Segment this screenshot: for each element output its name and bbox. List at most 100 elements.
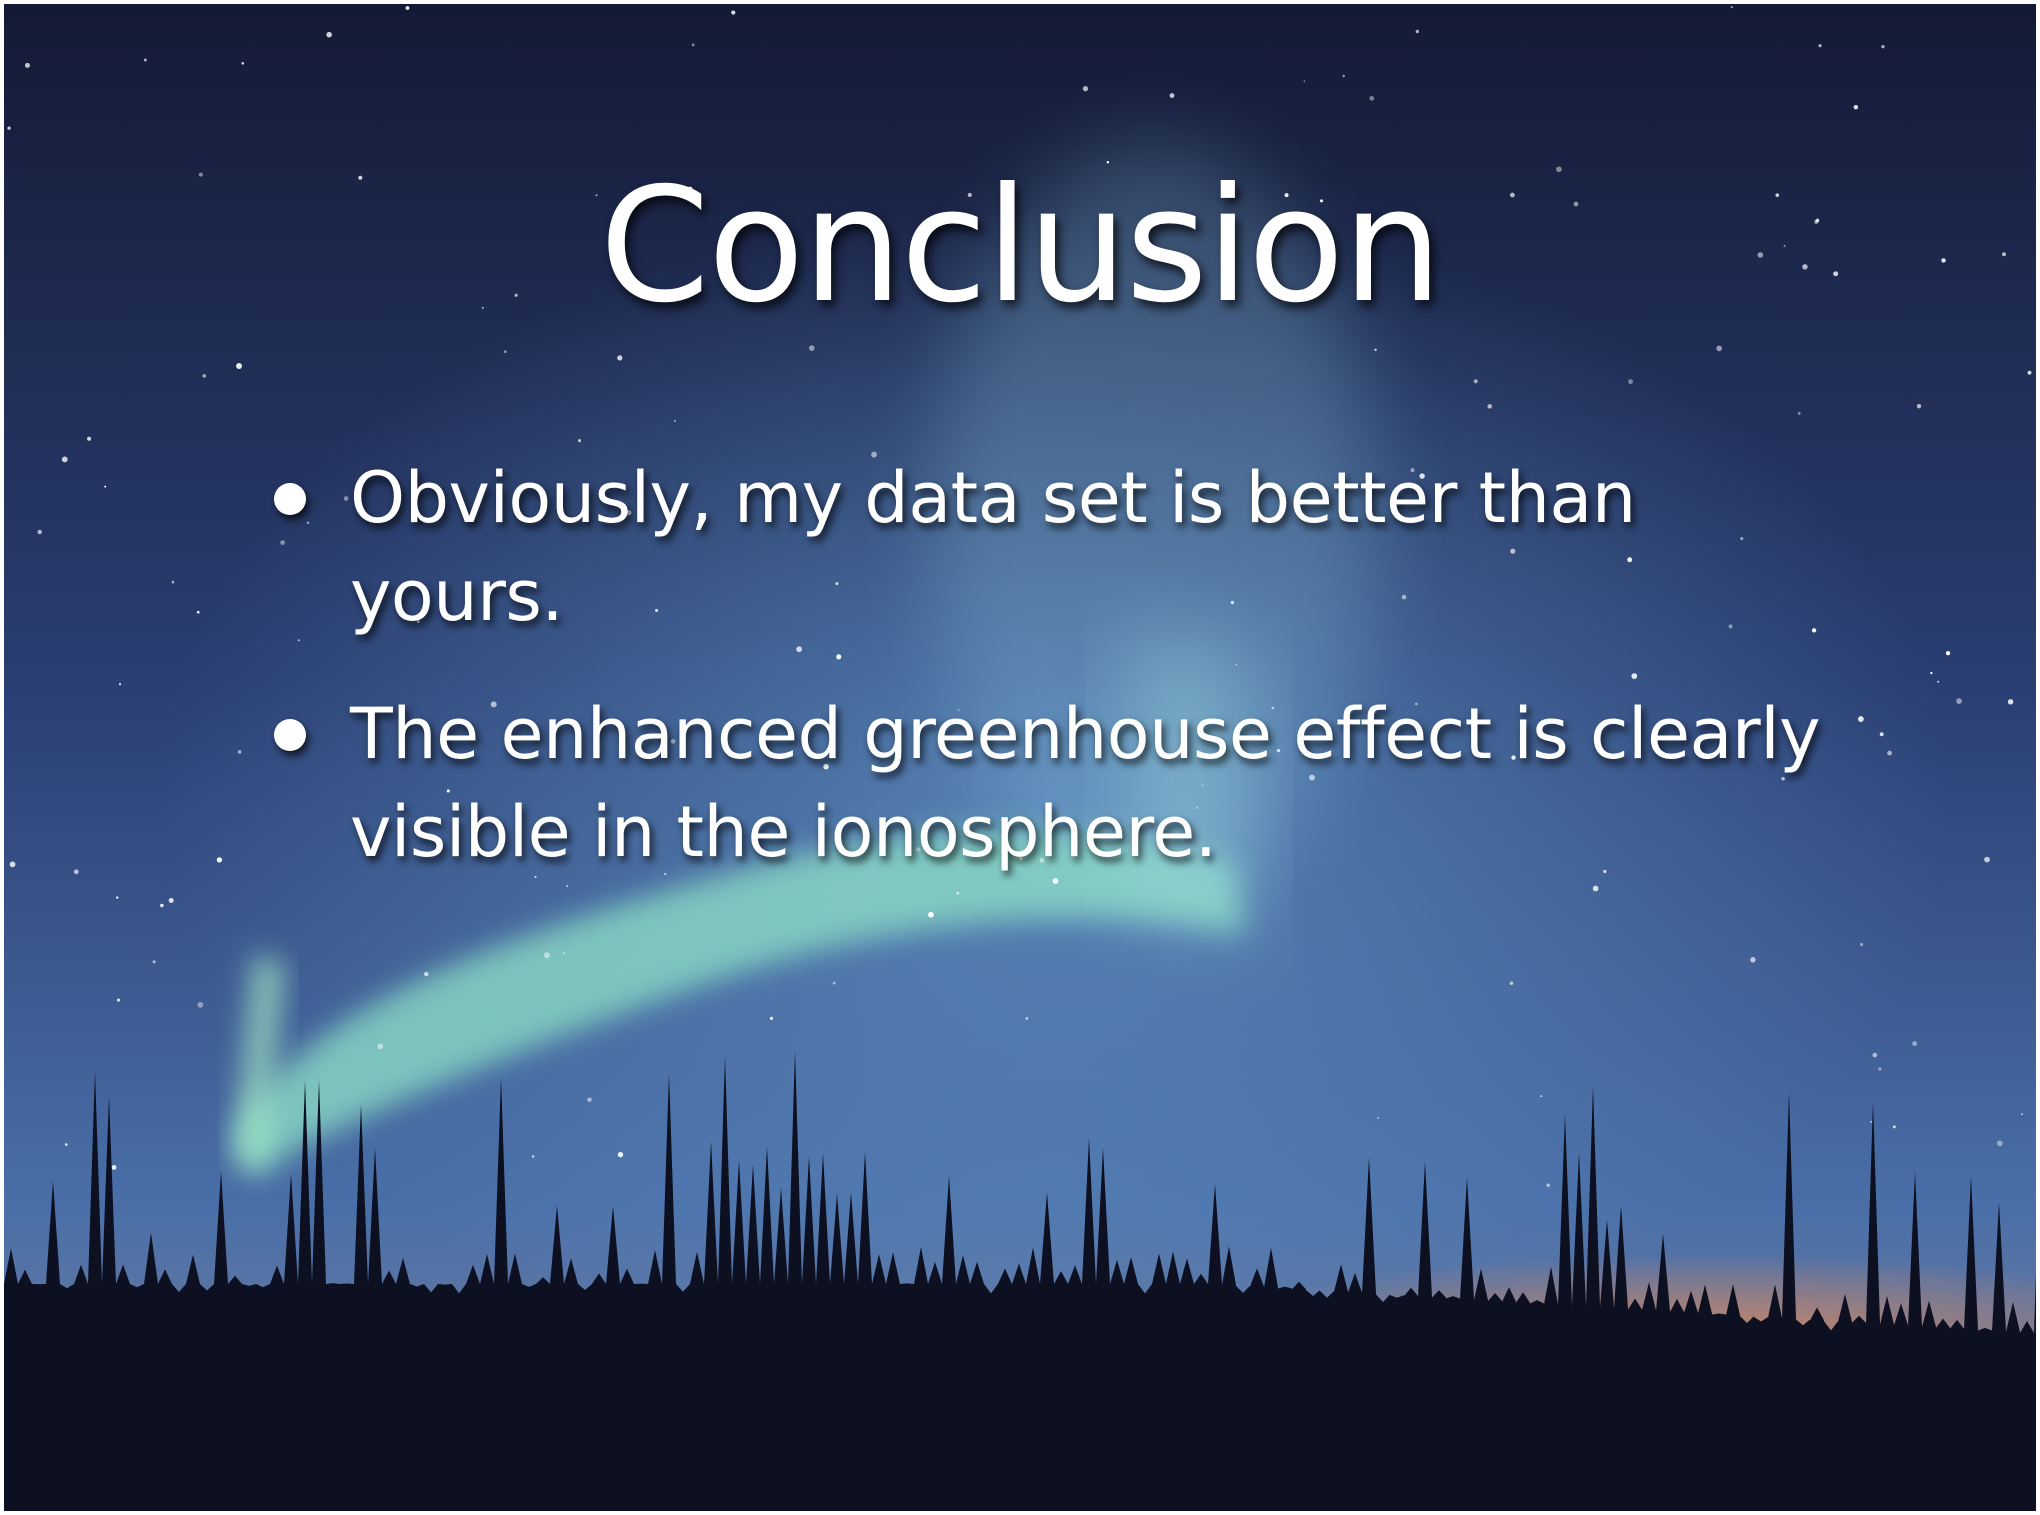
star (1730, 6, 1733, 9)
slide: Conclusion Obviously, my data set is bet… (4, 4, 2036, 1511)
star (1740, 537, 1744, 541)
star (1556, 166, 1562, 173)
star (1627, 557, 1633, 563)
bullet-dot (274, 483, 306, 515)
star (823, 763, 829, 770)
star (928, 911, 934, 918)
star (687, 186, 693, 192)
star (405, 6, 410, 10)
star (24, 62, 30, 68)
star (1892, 1125, 1896, 1129)
star (1750, 957, 1756, 963)
star (1857, 716, 1864, 722)
star (534, 875, 537, 878)
star (1374, 348, 1377, 352)
star (1419, 473, 1425, 479)
star (1775, 193, 1780, 197)
star (1941, 258, 1946, 263)
star (1540, 1095, 1543, 1098)
star (617, 355, 623, 361)
star (64, 1143, 68, 1146)
star (1783, 244, 1786, 247)
star (446, 789, 450, 793)
star (61, 456, 68, 463)
star (1916, 403, 1922, 409)
star (116, 998, 121, 1002)
star (967, 192, 972, 198)
star (237, 750, 242, 754)
star (2002, 252, 2006, 257)
star (1716, 345, 1722, 352)
bullet-text: The enhanced greenhouse effect is clearl… (350, 693, 1821, 873)
star (1818, 44, 1822, 48)
star (617, 1151, 624, 1158)
star (143, 58, 147, 62)
star (104, 485, 107, 488)
star (152, 960, 156, 964)
bullet-item: The enhanced greenhouse effect is clearl… (274, 685, 1830, 881)
star (118, 683, 122, 686)
bullet-text: Obviously, my data set is better than yo… (350, 457, 1636, 637)
star (1169, 93, 1175, 98)
star (1235, 663, 1238, 666)
star (1025, 1017, 1029, 1021)
star (1510, 548, 1516, 554)
star (1272, 482, 1276, 485)
star (664, 872, 667, 876)
star (1930, 671, 1933, 675)
star (1201, 784, 1204, 787)
star (196, 610, 200, 614)
star (1797, 411, 1801, 415)
star (111, 1165, 117, 1170)
star (503, 350, 507, 353)
star (743, 515, 747, 520)
star (566, 885, 569, 888)
star (198, 172, 203, 177)
star (1872, 1052, 1878, 1058)
star (1879, 732, 1884, 737)
bullet-item: Obviously, my data set is better than yo… (274, 449, 1830, 645)
star (1815, 218, 1820, 223)
star (1082, 85, 1089, 92)
star (1309, 774, 1315, 781)
star (531, 1155, 535, 1158)
star (1511, 755, 1516, 760)
star (1369, 96, 1375, 101)
star (202, 374, 207, 378)
star (691, 43, 695, 47)
star (1106, 160, 1110, 164)
star (957, 708, 960, 711)
star (731, 10, 736, 15)
star (1853, 104, 1859, 110)
star (1342, 74, 1345, 77)
star (326, 31, 332, 38)
star (171, 580, 175, 584)
star (1230, 600, 1235, 605)
star (673, 503, 676, 506)
background-photo (4, 4, 2036, 1511)
star (358, 175, 363, 180)
star (481, 306, 484, 309)
star (424, 971, 429, 977)
star (514, 293, 518, 297)
star (1319, 199, 1324, 203)
star (2021, 1113, 2023, 1116)
star (160, 903, 164, 908)
slide-title: Conclusion (599, 154, 1442, 338)
star (1414, 702, 1418, 706)
star (655, 608, 659, 612)
star (1811, 628, 1817, 633)
star (660, 727, 663, 730)
star (37, 529, 42, 535)
star (1415, 29, 1420, 34)
star (2007, 699, 2014, 705)
star (871, 451, 877, 458)
star (2027, 370, 2032, 375)
star (1996, 1140, 2003, 1147)
star (595, 194, 598, 197)
star (832, 981, 836, 985)
star (796, 646, 803, 653)
star (343, 496, 349, 501)
star (673, 420, 676, 423)
star (490, 701, 497, 708)
